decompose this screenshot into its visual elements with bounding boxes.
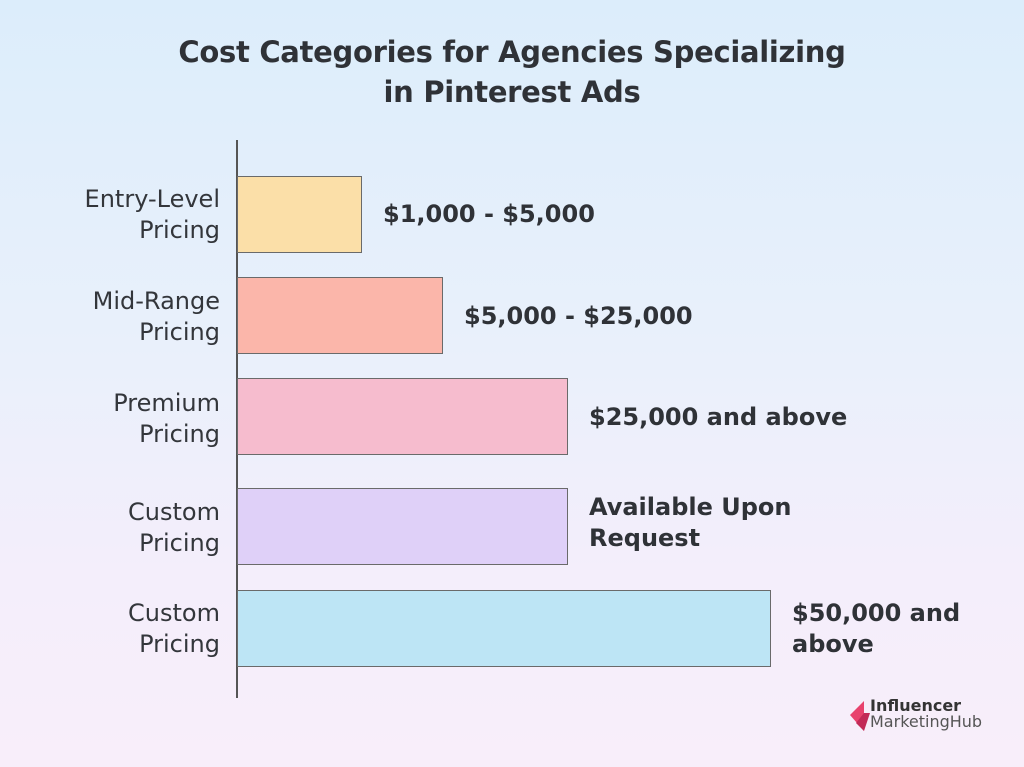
value-label: $25,000 and above — [589, 402, 847, 433]
category-label-line: Pricing — [139, 318, 220, 346]
value-label-line: $5,000 - $25,000 — [464, 302, 693, 330]
title-line-2: in Pinterest Ads — [383, 75, 641, 109]
value-label-line: above — [792, 630, 874, 658]
value-label-line: Available Upon — [589, 493, 792, 521]
value-label-line: $25,000 and above — [589, 403, 848, 431]
logo-text-marketinghub: MarketingHub — [870, 712, 983, 731]
value-label: Available Upon Request — [589, 492, 792, 554]
value-label: $5,000 - $25,000 — [464, 301, 693, 332]
logo-mark-icon — [850, 701, 870, 731]
chart-title: Cost Categories for Agencies Specializin… — [0, 32, 1024, 112]
category-label-line: Custom — [128, 599, 220, 627]
bar-4 — [237, 488, 568, 565]
influencer-marketing-hub-logo: Influencer MarketingHub — [850, 697, 1000, 737]
category-label: Entry-Level Pricing — [20, 184, 220, 246]
value-label: $1,000 - $5,000 — [383, 199, 595, 230]
bar-2 — [237, 277, 443, 354]
category-label: Premium Pricing — [20, 388, 220, 450]
y-axis-line — [236, 140, 238, 698]
category-label: Custom Pricing — [20, 598, 220, 660]
value-label-line: $1,000 - $5,000 — [383, 200, 595, 228]
category-label: Mid-Range Pricing — [20, 286, 220, 348]
category-label-line: Pricing — [139, 216, 220, 244]
category-label-line: Entry-Level — [84, 185, 220, 213]
logo-text-influencer: Influencer — [870, 696, 962, 715]
bar-5 — [237, 590, 771, 667]
value-label-line: $50,000 and — [792, 599, 961, 627]
category-label-line: Pricing — [139, 630, 220, 658]
category-label-line: Custom — [128, 498, 220, 526]
bar-1 — [237, 176, 362, 253]
category-label-line: Premium — [113, 389, 220, 417]
category-label-line: Pricing — [139, 529, 220, 557]
category-label-line: Pricing — [139, 420, 220, 448]
bar-3 — [237, 378, 568, 455]
value-label: $50,000 and above — [792, 598, 960, 660]
category-label: Custom Pricing — [20, 497, 220, 559]
value-label-line: Request — [589, 524, 701, 552]
category-label-line: Mid-Range — [92, 287, 220, 315]
title-line-1: Cost Categories for Agencies Specializin… — [178, 35, 846, 69]
